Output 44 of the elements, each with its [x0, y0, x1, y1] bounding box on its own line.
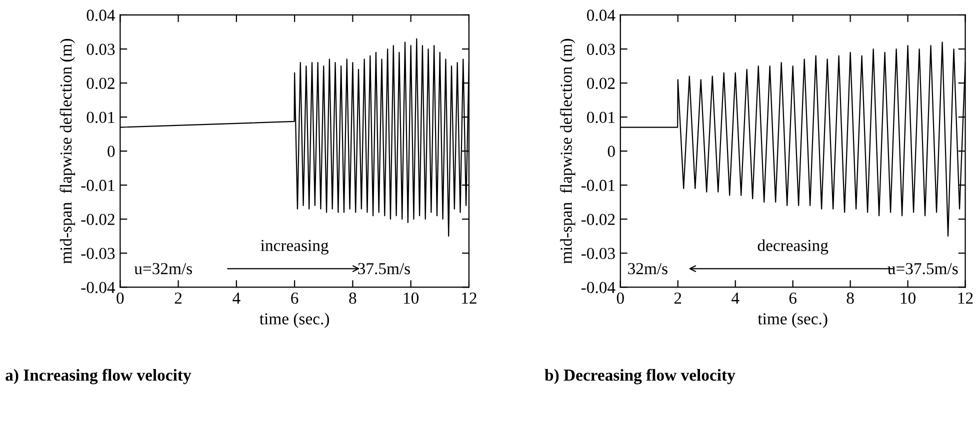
annotation: decreasing: [758, 239, 828, 255]
y-tick-label: 0: [108, 146, 115, 158]
x-tick-label: 6: [789, 292, 797, 304]
y-axis-title: mid-span flapwise deflection (m): [560, 38, 576, 264]
x-axis-title: time (sec.): [260, 312, 329, 328]
text: b) Decreasing flow velocity: [544, 368, 736, 384]
x-tick-label: 2: [674, 292, 682, 304]
y-tick-label: -0.03: [581, 248, 615, 260]
y-tick-label: -0.01: [581, 180, 615, 192]
x-tick-label: 0: [116, 292, 124, 304]
y-tick-label: 0.02: [587, 78, 615, 90]
x-axis-title: time (sec.): [758, 312, 828, 328]
x-tick-label: 8: [349, 292, 356, 304]
y-tick-label: -0.04: [81, 282, 116, 294]
x-tick-label: 10: [404, 292, 419, 304]
x-tick-label: 4: [232, 292, 240, 304]
y-tick-label: 0.04: [86, 10, 116, 21]
x-tick-label: 2: [174, 292, 182, 304]
y-axis-title: mid-span flapwise deflection (m): [60, 38, 76, 264]
x-tick-label: 12: [958, 292, 973, 304]
y-tick-label: -0.02: [581, 214, 615, 226]
y-tick-label: -0.02: [81, 214, 114, 226]
x-tick-label: 6: [291, 292, 298, 304]
x-tick-label: 10: [900, 292, 916, 304]
y-tick-label: 0.03: [587, 44, 615, 56]
y-tick-label: 0.01: [587, 112, 615, 124]
y-tick-label: 0.03: [86, 44, 115, 56]
y-tick-label: -0.01: [81, 180, 114, 192]
annotation: 37.5m/s: [358, 263, 410, 274]
annotation: increasing: [260, 240, 328, 255]
y-tick-label: -0.04: [581, 282, 616, 294]
annotation: u=32m/s: [134, 263, 192, 274]
y-tick-label: 0.04: [587, 10, 616, 21]
y-tick-label: 0: [608, 146, 615, 158]
annotation: 32m/s: [628, 263, 668, 274]
text: a) Increasing flow velocity: [6, 368, 192, 384]
y-tick-label: 0.02: [86, 78, 114, 90]
y-tick-label: 0.01: [86, 112, 114, 124]
annotation: u=37.5m/s: [888, 263, 958, 274]
x-tick-label: 4: [732, 292, 740, 304]
x-tick-label: 8: [846, 292, 854, 304]
x-tick-label: 12: [462, 292, 476, 304]
x-tick-label: 0: [616, 292, 624, 304]
y-tick-label: -0.03: [81, 248, 115, 260]
